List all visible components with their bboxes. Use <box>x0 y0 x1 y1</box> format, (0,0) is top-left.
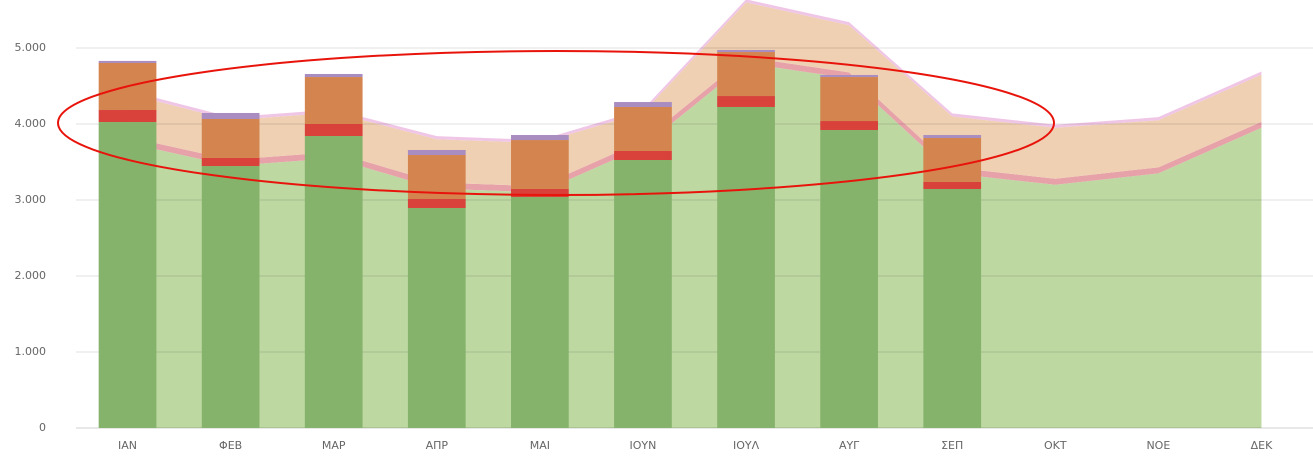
y-tick-label: 0 <box>39 421 46 434</box>
x-tick-label: ΙΟΥΝ <box>630 439 657 452</box>
y-tick-label: 5.000 <box>15 41 47 54</box>
bar-segment <box>201 166 260 428</box>
bar-segment <box>923 181 982 189</box>
bar-segment <box>923 135 982 138</box>
bar-segment <box>511 135 569 141</box>
bar-segment <box>614 160 672 429</box>
x-tick-label: ΑΠΡ <box>426 439 449 452</box>
y-tick-label: 3.000 <box>15 193 47 206</box>
bar-segment <box>98 122 157 429</box>
bar-segment <box>717 49 775 53</box>
bar-segment <box>923 137 982 182</box>
x-tick-label: ΔΕΚ <box>1251 439 1273 452</box>
y-tick-label: 1.000 <box>15 345 47 358</box>
bar-segment <box>820 74 878 78</box>
highlight-ellipse <box>57 50 1055 196</box>
bar-segment <box>407 149 466 156</box>
x-tick-label: ΦΕΒ <box>219 439 242 452</box>
area-layer <box>127 0 1262 428</box>
bar-segment <box>407 207 466 428</box>
bar-segment <box>304 77 363 124</box>
bar-segment <box>304 136 363 428</box>
bar-layer <box>98 49 982 429</box>
bar-segment <box>614 102 672 107</box>
bar-segment <box>511 188 569 198</box>
bar-segment <box>614 106 672 151</box>
bar-segment <box>614 150 672 161</box>
bar-segment <box>717 52 775 97</box>
bar-segment <box>820 121 878 131</box>
bar-segment <box>923 188 982 428</box>
bar-segment <box>201 118 260 158</box>
bar-segment <box>304 73 363 78</box>
x-tick-label: ΝΟΕ <box>1146 439 1170 452</box>
y-tick-label: 2.000 <box>15 269 47 282</box>
bar-segment <box>304 124 363 137</box>
x-tick-label: ΜΑΡ <box>322 439 346 452</box>
x-tick-label: ΙΑΝ <box>118 439 137 452</box>
x-tick-label: ΜΑΙ <box>530 439 550 452</box>
bar-segment <box>407 199 466 208</box>
bar-segment <box>98 60 157 63</box>
bar-segment <box>820 130 878 428</box>
x-tick-label: ΟΚΤ <box>1044 439 1067 452</box>
grid-layer <box>76 47 1313 429</box>
x-tick-label: ΣΕΠ <box>941 439 963 452</box>
bar-segment <box>201 157 260 167</box>
bar-segment <box>717 106 775 428</box>
bar-segment <box>201 112 260 119</box>
x-tick-label: ΙΟΥΛ <box>733 439 760 452</box>
bar-segment <box>717 96 775 107</box>
x-tick-label: ΑΥΓ <box>839 439 860 452</box>
bar-segment <box>98 110 157 123</box>
bar-segment <box>511 197 569 428</box>
label-layer: 0 1.000 2.000 3.000 4.000 5.000 ΙΑΝ ΦΕΒ ΜΑΡ ΑΠΡ ΜΑ… <box>15 41 1274 452</box>
y-tick-label: 4.000 <box>15 117 47 130</box>
bar-segment <box>820 77 878 122</box>
bar-segment <box>511 140 569 189</box>
